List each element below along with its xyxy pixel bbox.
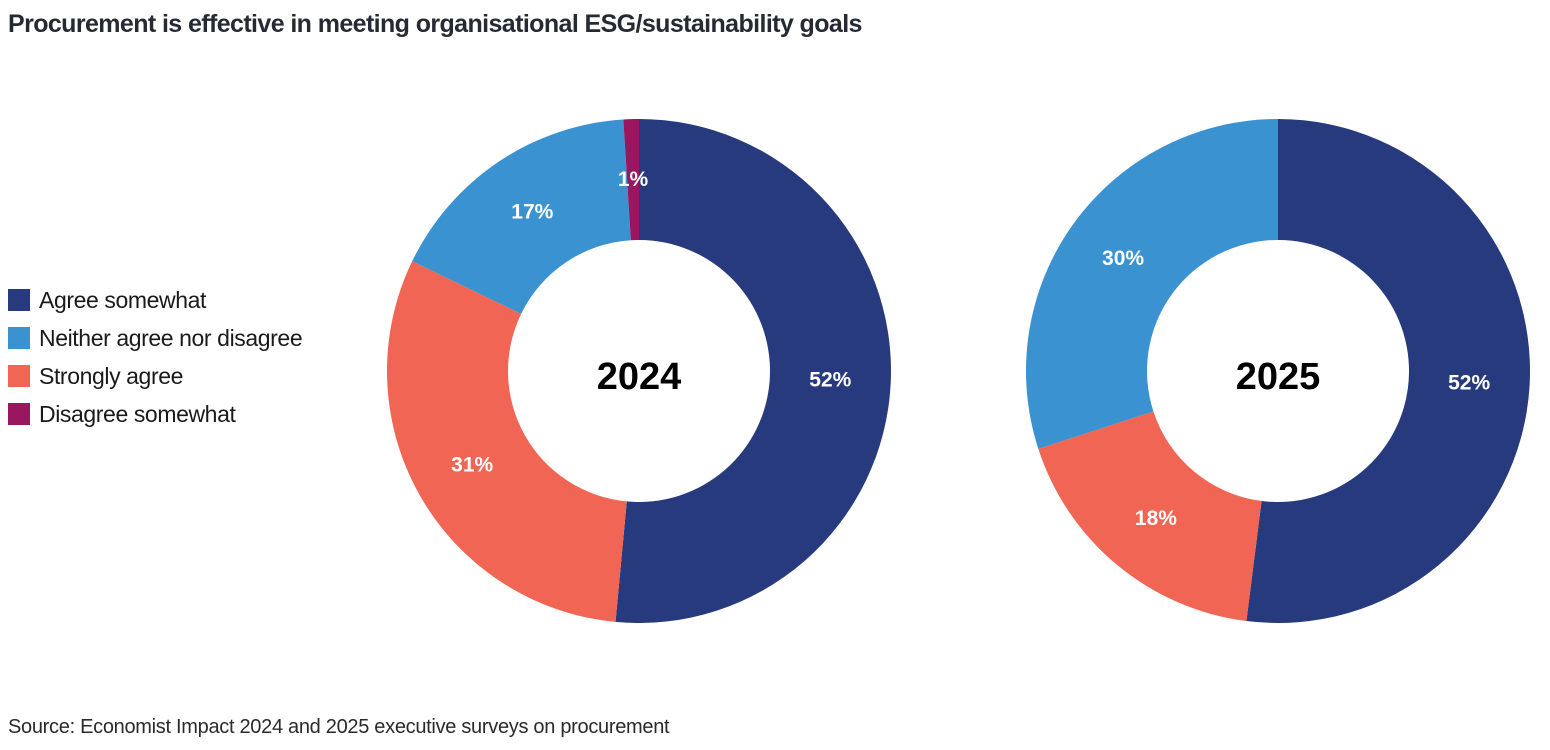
legend-swatch (8, 327, 30, 349)
slice-agree-somewhat (1246, 119, 1530, 623)
data-label-agree-somewhat: 52% (1448, 372, 1490, 395)
legend-label: Strongly agree (39, 362, 183, 389)
slice-strongly-agree (1038, 411, 1262, 622)
data-label-disagree-somewhat: 1% (618, 168, 649, 191)
legend-swatch (8, 365, 30, 387)
legend-item-agree-somewhat: Agree somewhat (8, 281, 302, 319)
legend-item-disagree-somewhat: Disagree somewhat (8, 395, 302, 433)
legend-item-strongly-agree: Strongly agree (8, 357, 302, 395)
legend-item-neither: Neither agree nor disagree (8, 319, 303, 357)
legend-swatch (8, 403, 30, 425)
legend-label: Disagree somewhat (39, 400, 236, 427)
slice-agree-somewhat (615, 119, 891, 623)
data-label-agree-somewhat: 52% (809, 368, 851, 391)
center-year-label: 2025 (1236, 356, 1321, 398)
center-year-label: 2024 (597, 356, 682, 398)
donut-2025: 52% 18% 30% 2025 (1026, 119, 1530, 623)
chart-title: Procurement is effective in meeting orga… (8, 10, 862, 38)
legend-label: Neither agree nor disagree (39, 324, 303, 351)
data-label-strongly-agree: 18% (1135, 507, 1177, 530)
legend-swatch (8, 289, 30, 311)
data-label-neither-agree-nor-disagree: 17% (511, 200, 553, 223)
legend-label: Agree somewhat (39, 286, 206, 313)
data-label-neither-agree-nor-disagree: 30% (1102, 247, 1144, 270)
data-label-strongly-agree: 31% (451, 454, 493, 477)
source-note: Source: Economist Impact 2024 and 2025 e… (8, 716, 670, 738)
slice-disagree-somewhat (623, 119, 639, 241)
legend: Agree somewhat Neither agree nor disagre… (8, 281, 303, 433)
slice-strongly-agree (387, 261, 627, 622)
slice-neither-agree-nor-disagree (412, 119, 631, 314)
slice-neither-agree-nor-disagree (1026, 119, 1278, 449)
donut-2024: 52% 31% 17% 1% 2024 (387, 119, 891, 623)
